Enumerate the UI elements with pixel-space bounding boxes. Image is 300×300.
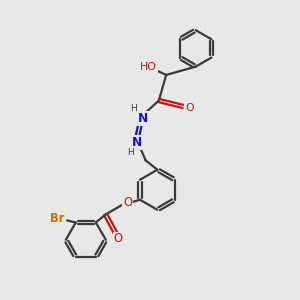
Text: HO: HO: [140, 62, 157, 72]
Text: H: H: [128, 148, 134, 158]
Text: N: N: [137, 112, 148, 125]
Text: H: H: [130, 104, 137, 113]
Text: Br: Br: [50, 212, 64, 225]
Text: O: O: [185, 103, 194, 113]
Text: N: N: [132, 136, 142, 149]
Text: O: O: [123, 196, 132, 209]
Text: O: O: [114, 232, 123, 245]
